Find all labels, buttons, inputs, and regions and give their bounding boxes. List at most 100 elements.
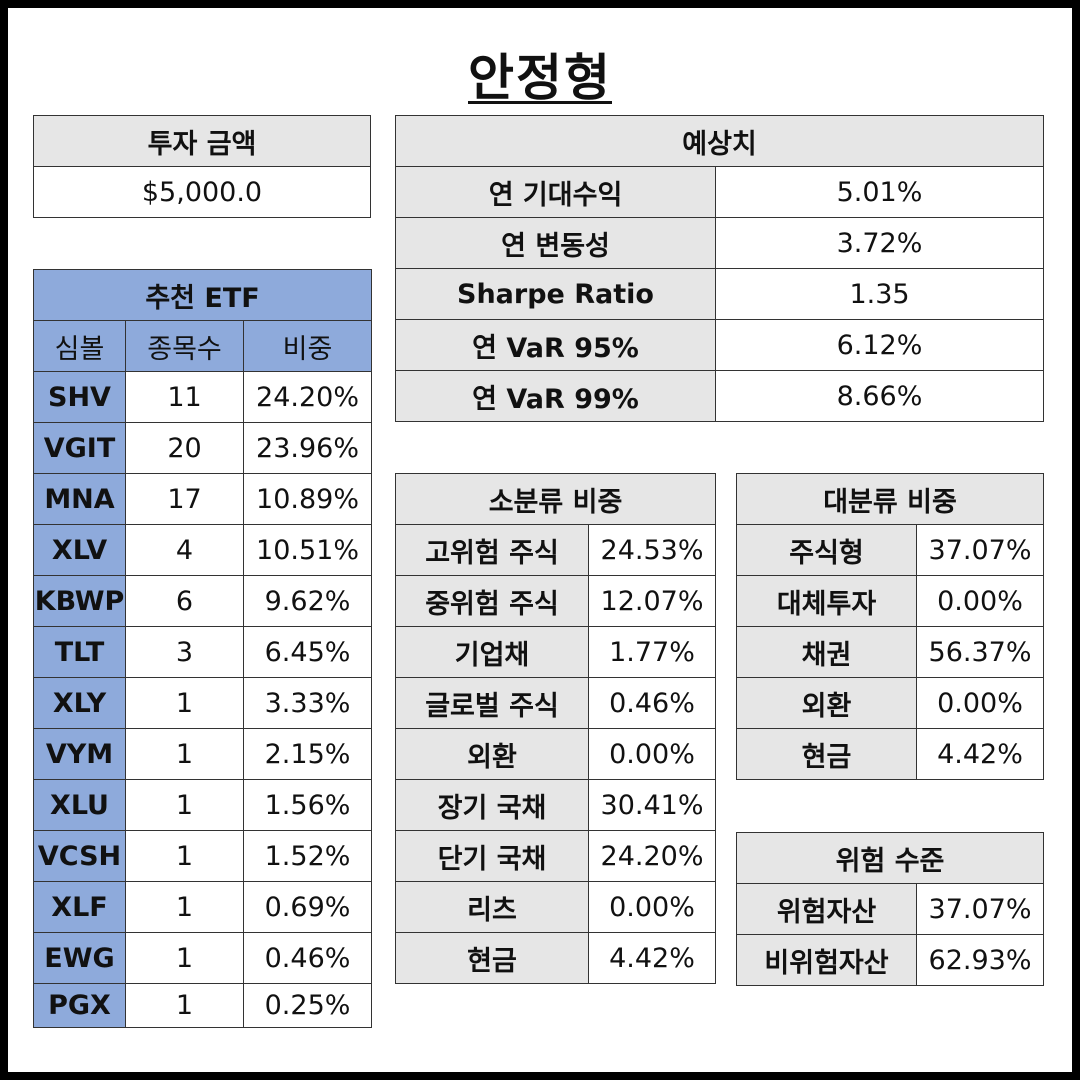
main-category-label: 주식형 xyxy=(736,524,917,576)
main-category-label: 대체투자 xyxy=(736,575,917,627)
table-row: 고위험 주식 24.53% xyxy=(395,524,717,576)
table-row: XLU 1 1.56% xyxy=(33,779,373,831)
table-row: XLV 4 10.51% xyxy=(33,524,373,576)
table-row: 채권 56.37% xyxy=(736,626,1045,678)
page-title: 안정형 xyxy=(468,49,612,107)
table-row: 기업채 1.77% xyxy=(395,626,717,678)
etf-weight: 9.62% xyxy=(242,575,373,627)
etf-symbol: VGIT xyxy=(33,422,126,474)
sub-category-label: 외환 xyxy=(395,728,589,780)
investment-amount: $5,000.0 xyxy=(33,166,371,218)
table-row: 연 변동성 3.72% xyxy=(395,217,1044,269)
sub-category-label: 글로벌 주식 xyxy=(395,677,589,729)
main-category-label: 외환 xyxy=(736,677,917,729)
risk-header: 위험 수준 xyxy=(735,832,1045,884)
forecast-label: 연 VaR 99% xyxy=(395,370,716,422)
risk-table: 위험 수준 위험자산 37.07% 비위험자산 62.93% xyxy=(735,832,1045,986)
etf-symbol: MNA xyxy=(33,473,126,525)
etf-symbol: PGX xyxy=(33,983,126,1028)
etf-count: 1 xyxy=(125,677,244,729)
etf-weight: 2.15% xyxy=(242,728,373,780)
main-category-label: 현금 xyxy=(736,728,917,780)
table-row: Sharpe Ratio 1.35 xyxy=(395,268,1044,320)
sub-category-header: 소분류 비중 xyxy=(394,473,717,525)
etf-weight: 23.96% xyxy=(242,422,373,474)
etf-count: 1 xyxy=(125,881,244,933)
main-category-value: 0.00% xyxy=(915,575,1045,627)
etf-count: 1 xyxy=(125,830,244,882)
etf-weight: 0.25% xyxy=(242,983,373,1028)
etf-weight: 24.20% xyxy=(242,371,373,423)
sub-category-value: 0.00% xyxy=(587,728,717,780)
etf-symbol: XLU xyxy=(33,779,126,831)
table-row: SHV 11 24.20% xyxy=(33,371,373,423)
table-row: 중위험 주식 12.07% xyxy=(395,575,717,627)
forecast-value: 5.01% xyxy=(715,166,1044,218)
etf-table: 추천 ETF 심볼 종목수 비중 SHV 11 24.20% VGIT 20 23.96… xyxy=(32,269,373,1028)
etf-count: 1 xyxy=(125,728,244,780)
etf-count: 1 xyxy=(125,983,244,1028)
etf-symbol: KBWP xyxy=(33,575,126,627)
sub-category-label: 단기 국채 xyxy=(395,830,589,882)
main-category-table: 대분류 비중 주식형 37.07% 대체투자 0.00% 채권 56.37% 외환 0.… xyxy=(735,473,1045,780)
sub-category-label: 기업채 xyxy=(395,626,589,678)
forecast-value: 6.12% xyxy=(715,319,1044,371)
table-row: VGIT 20 23.96% xyxy=(33,422,373,474)
etf-symbol: VYM xyxy=(33,728,126,780)
sub-category-value: 4.42% xyxy=(587,932,717,984)
etf-column-weight: 비중 xyxy=(242,320,373,372)
investment-table: 투자 금액 $5,000.0 xyxy=(33,115,371,218)
table-row: 외환 0.00% xyxy=(736,677,1045,729)
table-row: 연 기대수익 5.01% xyxy=(395,166,1044,218)
etf-count: 1 xyxy=(125,779,244,831)
forecast-label: 연 VaR 95% xyxy=(395,319,716,371)
forecast-value: 8.66% xyxy=(715,370,1044,422)
main-category-value: 4.42% xyxy=(915,728,1045,780)
sub-category-value: 0.46% xyxy=(587,677,717,729)
sub-category-label: 고위험 주식 xyxy=(395,524,589,576)
etf-count: 1 xyxy=(125,932,244,984)
main-category-value: 56.37% xyxy=(915,626,1045,678)
table-row: 현금 4.42% xyxy=(395,932,717,984)
sub-category-label: 장기 국채 xyxy=(395,779,589,831)
sub-category-value: 0.00% xyxy=(587,881,717,933)
etf-count: 17 xyxy=(125,473,244,525)
etf-symbol: XLF xyxy=(33,881,126,933)
etf-weight: 0.46% xyxy=(242,932,373,984)
table-row: VYM 1 2.15% xyxy=(33,728,373,780)
etf-column-symbol: 심볼 xyxy=(33,320,126,372)
etf-weight: 1.52% xyxy=(242,830,373,882)
investment-header: 투자 금액 xyxy=(33,115,371,167)
etf-symbol: EWG xyxy=(33,932,126,984)
etf-symbol: TLT xyxy=(33,626,126,678)
table-row: MNA 17 10.89% xyxy=(33,473,373,525)
table-row: 리츠 0.00% xyxy=(395,881,717,933)
forecast-value: 1.35 xyxy=(715,268,1044,320)
table-row: PGX 1 0.25% xyxy=(33,983,373,1028)
table-row: 장기 국채 30.41% xyxy=(395,779,717,831)
etf-count: 3 xyxy=(125,626,244,678)
table-row: EWG 1 0.46% xyxy=(33,932,373,984)
etf-weight: 10.51% xyxy=(242,524,373,576)
etf-count: 4 xyxy=(125,524,244,576)
sub-category-value: 24.20% xyxy=(587,830,717,882)
etf-count: 11 xyxy=(125,371,244,423)
etf-symbol: XLY xyxy=(33,677,126,729)
main-category-header: 대분류 비중 xyxy=(735,473,1045,525)
etf-weight: 1.56% xyxy=(242,779,373,831)
sub-category-value: 1.77% xyxy=(587,626,717,678)
forecast-label: 연 기대수익 xyxy=(395,166,716,218)
etf-symbol: SHV xyxy=(33,371,126,423)
forecast-label: 연 변동성 xyxy=(395,217,716,269)
etf-column-count: 종목수 xyxy=(125,320,244,372)
main-category-value: 37.07% xyxy=(915,524,1045,576)
sub-category-label: 중위험 주식 xyxy=(395,575,589,627)
table-row: VCSH 1 1.52% xyxy=(33,830,373,882)
table-row: 비위험자산 62.93% xyxy=(736,934,1045,986)
etf-weight: 0.69% xyxy=(242,881,373,933)
sub-category-label: 현금 xyxy=(395,932,589,984)
table-row: 현금 4.42% xyxy=(736,728,1045,780)
table-row: 글로벌 주식 0.46% xyxy=(395,677,717,729)
table-row: 연 VaR 95% 6.12% xyxy=(395,319,1044,371)
risk-label: 비위험자산 xyxy=(736,934,917,986)
